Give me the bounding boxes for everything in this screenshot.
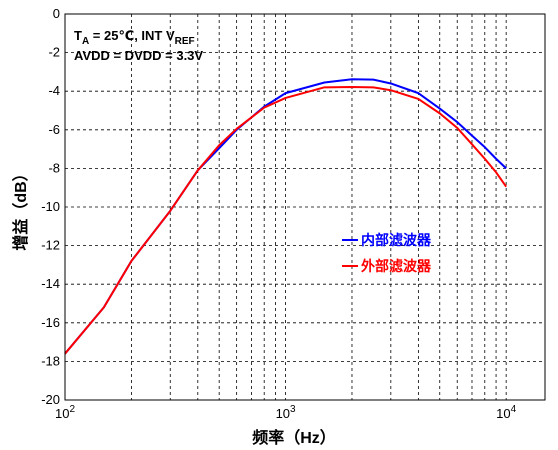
y-axis-title: 增益（dB） <box>11 165 30 250</box>
y-tick-label: -6 <box>48 122 60 137</box>
y-tick-label: -18 <box>41 353 60 368</box>
y-tick-label: -8 <box>48 160 60 175</box>
grid <box>65 14 545 400</box>
annotation: TA = 25℃, INT VREF AVDD = DVDD = 3.3V <box>74 28 203 63</box>
annotation-line-1: TA = 25℃, INT VREF <box>74 28 195 47</box>
y-tick-label: 0 <box>53 6 60 21</box>
legend: 内部滤波器 外部滤波器 <box>342 232 432 274</box>
x-tick-label: 104 <box>496 404 516 421</box>
x-tick-label: 102 <box>55 404 75 421</box>
legend-label-external: 外部滤波器 <box>361 258 432 274</box>
legend-label-internal: 内部滤波器 <box>361 232 432 248</box>
x-tick-label: 103 <box>276 404 296 421</box>
y-tick-label: -4 <box>48 83 60 98</box>
x-axis-title: 频率（Hz） <box>252 428 336 447</box>
series-lines <box>64 78 507 355</box>
plot-frame <box>64 13 546 401</box>
series-line-internal-filter <box>64 78 507 355</box>
y-tick-label: -12 <box>41 238 60 253</box>
annotation-line-2: AVDD = DVDD = 3.3V <box>74 48 203 63</box>
y-tick-label: -10 <box>41 199 60 214</box>
y-tick-label: -14 <box>41 276 60 291</box>
y-tick-label: -16 <box>41 315 60 330</box>
y-tick-label: -2 <box>48 45 60 60</box>
y-tick-label: -20 <box>41 392 60 407</box>
series-line-external-filter <box>64 85 507 355</box>
